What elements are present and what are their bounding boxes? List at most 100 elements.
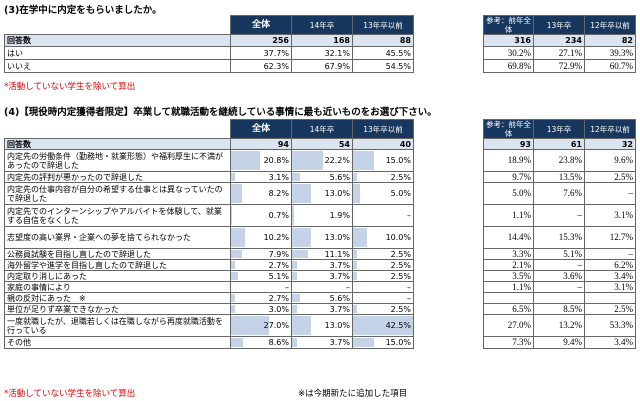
value-cell: 3.7%	[291, 259, 353, 271]
value-cell: 11.1%	[291, 248, 353, 260]
section2-title: (4)【現役時内定獲得者限定】卒業して就職活動を継続している事情に最も近いものを…	[4, 107, 437, 118]
value-text: 32.1%	[324, 48, 350, 58]
table-row: 内定取り消しにあった 5.1% 3.7% 2.5% 3.5% 3.6% 3.4%	[4, 270, 636, 282]
value-bar	[292, 228, 311, 247]
value-bar	[292, 261, 298, 269]
ref-value-cell: 18.9%	[483, 149, 534, 172]
value-text: 5.6%	[329, 172, 350, 182]
value-text: 5.0%	[390, 189, 411, 198]
value-text: 2.5%	[390, 260, 411, 270]
row-label: 内定先の評判が悪かったので辞退した	[4, 171, 231, 183]
row-label: 内定先の労働条件（勤務地・就業形態）や福利厚生に不満があったので辞退した	[4, 149, 231, 172]
ref-value-cell	[533, 292, 585, 304]
ref-count-all: 316	[483, 34, 534, 47]
value-text: 15.0%	[385, 156, 411, 165]
value-bar	[353, 305, 357, 313]
ref-value-cell: 3.1%	[584, 204, 636, 227]
ref-value-cell: 1.1%	[483, 281, 534, 293]
ref-value-cell: –	[584, 248, 636, 260]
ref-value-cell: 7.3%	[483, 336, 534, 349]
value-bar	[353, 184, 361, 203]
ref-value-cell: 1.1%	[483, 204, 534, 227]
row-label: はい	[4, 46, 231, 60]
value-text: –	[285, 282, 289, 292]
ref-header-13: 13年卒	[533, 119, 585, 139]
value-text: 8.2%	[268, 189, 289, 198]
count-all: 94	[230, 138, 292, 150]
value-text: 1.9%	[329, 211, 350, 220]
count-13: 88	[352, 34, 414, 47]
ref-value-cell: –	[533, 204, 585, 227]
value-bar	[292, 250, 308, 258]
ref-value-cell: 14.4%	[483, 226, 534, 249]
ref-value-cell: 13.2%	[533, 314, 585, 337]
value-bar	[292, 184, 311, 203]
value-bar	[292, 305, 298, 313]
value-bar	[292, 206, 295, 225]
value-cell: 22.2%	[291, 149, 353, 172]
ref-value-cell	[483, 292, 534, 304]
ref-value-cell: 2.5%	[584, 171, 636, 183]
table-row: 内定先の仕事内容が自分の希望する仕事とは異なっていたので辞退した 8.2% 13.0…	[4, 182, 636, 205]
value-cell: 10.0%	[352, 226, 414, 249]
value-cell: 1.9%	[291, 204, 353, 227]
ref-value-cell: 9.7%	[483, 171, 534, 183]
ref-count-13: 234	[533, 34, 585, 47]
value-bar	[231, 173, 236, 181]
table-row: 家庭の事情により – – –1.1% –3.1%	[4, 281, 636, 293]
value-bar	[292, 338, 298, 347]
ref-value-cell: 3.4%	[584, 336, 636, 349]
value-text: 2.5%	[390, 304, 411, 314]
value-text: 3.0%	[268, 304, 289, 314]
value-bar	[353, 250, 357, 258]
value-cell: 20.8%	[230, 149, 292, 172]
value-text: 2.7%	[268, 293, 289, 303]
value-text: 10.0%	[385, 233, 411, 242]
ref-value-cell: 72.9%	[533, 59, 585, 73]
table-row: 内定先でのインターンシップやアルバイトを体験して、就業する自信をなくした 0.7%…	[4, 204, 636, 227]
count-all: 256	[230, 34, 292, 47]
ref-value-cell	[584, 292, 636, 304]
value-bar	[353, 151, 374, 170]
value-text: 67.9%	[324, 61, 350, 71]
count-14: 168	[291, 34, 353, 47]
value-cell: 8.6%	[230, 336, 292, 349]
ref-value-cell: 53.3%	[584, 314, 636, 337]
value-text: 2.5%	[390, 172, 411, 182]
ref-header-13: 13年卒	[533, 15, 585, 35]
row-label: 内定取り消しにあった	[4, 270, 231, 282]
count-13: 40	[352, 138, 414, 150]
value-text: 22.2%	[324, 156, 350, 165]
value-bar	[292, 272, 298, 280]
ref-value-cell: 69.8%	[483, 59, 534, 73]
value-text: 2.5%	[390, 271, 411, 281]
section1-title: (3)在学中に内定をもらいましたか。	[4, 5, 162, 16]
value-cell: 2.5%	[352, 171, 414, 183]
row-label: 内定先の仕事内容が自分の希望する仕事とは異なっていたので辞退した	[4, 182, 231, 205]
table-row: 志望度の高い業界・企業への夢を捨てられなかった 10.2% 13.0% 10.0% 14…	[4, 226, 636, 249]
ref-count-13: 61	[533, 138, 585, 150]
value-cell: 13.0%	[291, 182, 353, 205]
table-row: 内定先の労働条件（勤務地・就業形態）や福利厚生に不満があったので辞退した 20.8…	[4, 149, 636, 172]
value-text: –	[346, 282, 350, 292]
table-row: 公務員試験を目指し直したので辞退した 7.9% 11.1% 2.5% 3.3% 5.1% –	[4, 248, 636, 260]
header-14: 14年卒	[291, 15, 353, 35]
value-text: 8.6%	[268, 338, 289, 347]
ref-value-cell: 6.2%	[584, 259, 636, 271]
value-text: –	[407, 211, 411, 220]
value-bar	[231, 316, 270, 335]
value-cell: 42.5%	[352, 314, 414, 337]
value-cell: 32.1%	[291, 46, 353, 60]
row-label: 一度就職したが、退職若しくは在職しながら再度就職活動を行っている	[4, 314, 231, 337]
ref-value-cell: 27.0%	[483, 314, 534, 337]
value-cell: 2.5%	[352, 259, 414, 271]
value-bar	[292, 294, 300, 302]
ref-value-cell: 3.1%	[584, 281, 636, 293]
value-text: 3.7%	[329, 304, 350, 314]
value-text: –	[407, 282, 411, 292]
value-cell: 0.7%	[230, 204, 292, 227]
value-bar	[353, 338, 374, 347]
value-cell: 10.2%	[230, 226, 292, 249]
value-cell: 13.0%	[291, 226, 353, 249]
value-cell: 3.0%	[230, 303, 292, 315]
